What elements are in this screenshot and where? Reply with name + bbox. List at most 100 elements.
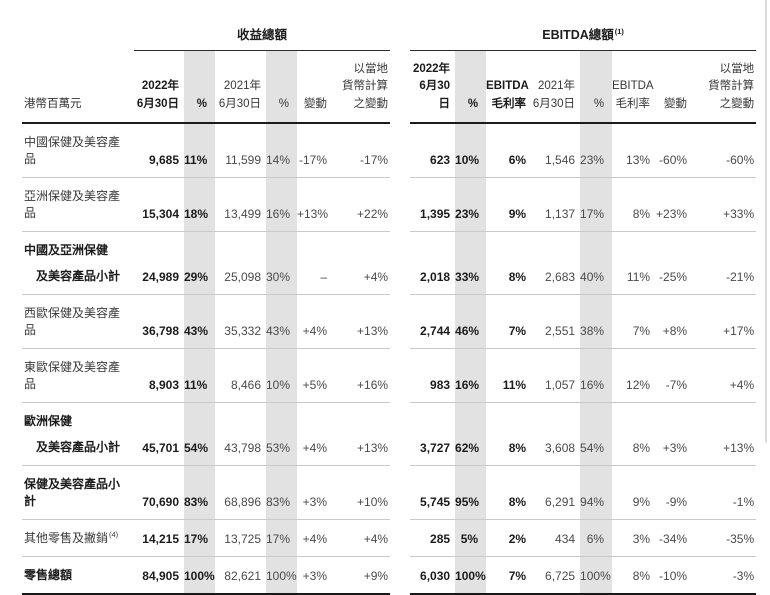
ebitda-header-pct-2022: % [455,50,487,124]
ebitda-2021-margin: 8% [612,402,656,466]
table-row: 中國及亞洲保健 及美容產品小計 24,989 29% 25,098 30% – +4% 2,01… [22,231,757,295]
revenue-change: – [297,231,332,295]
revenue-2021-pct: 16% [266,177,297,232]
footnote-ref-4: (4) [109,529,119,539]
ebitda-2022-value: 2,744 [410,294,456,349]
ebitda-header-2022: 2022年 6月30日 [410,50,456,124]
ebitda-2022-margin: 8% [486,465,532,520]
revenue-2021-pct: 100% [266,556,297,595]
revenue-2022-value: 70,690 [134,465,184,520]
revenue-2021-value: 43,798 [215,402,266,466]
ebitda-change: -10% [655,556,693,595]
ebitda-2022-pct: 5% [455,519,487,557]
ebitda-2021-margin: 8% [612,556,656,595]
ebitda-local-currency-change: +13% [692,402,757,466]
section-gap [390,294,410,348]
ebitda-change: -7% [655,348,693,403]
revenue-2022-value: 36,798 [134,294,184,349]
revenue-2022-value: 14,215 [134,519,184,557]
revenue-change: +5% [297,348,332,403]
section-gap [390,123,410,178]
revenue-2022-value: 24,989 [134,231,184,295]
rev-header-pct-2021: % [266,50,297,124]
ebitda-2021-pct: 16% [580,348,613,403]
ebitda-2021-pct: 54% [580,402,613,466]
revenue-2022-value: 15,304 [134,177,184,232]
ebitda-2021-pct: 38% [580,294,613,349]
ebitda-change: -25% [655,231,693,295]
section-gap [390,556,410,594]
revenue-2022-pct: 29% [184,231,215,295]
ebitda-2021-margin: 3% [612,519,656,557]
table-row: 歐洲保健 及美容產品小計 45,701 54% 43,798 53% +4% +13% 3,72… [22,402,757,466]
ebitda-local-currency-change: -35% [692,519,757,557]
ebitda-2021-pct: 6% [580,519,613,557]
ebitda-change: +23% [655,177,693,232]
revenue-title-text: 收益總額 [237,28,288,42]
footnote-ref-1: (1) [614,27,624,36]
table-row: 西歐保健及美容產品 36,798 43% 35,332 43% +4% +13% 2,744 4… [22,294,757,349]
ebitda-2022-pct: 23% [455,177,487,232]
ebitda-2021-value: 1,546 [531,122,581,178]
ebitda-2022-margin: 11% [486,348,532,403]
table-row: 保健及美容產品小計 70,690 83% 68,896 83% +3% +10% 5,745 9… [22,465,757,520]
table-row: 中國保健及美容產品 9,685 11% 11,599 14% -17% -17% 623 10%… [22,122,757,178]
row-label: 保健及美容產品小計 [22,465,134,520]
ebitda-header-pct-2021: % [580,50,613,124]
ebitda-2022-pct: 62% [455,402,487,466]
ebitda-2022-pct: 33% [455,231,487,295]
row-label: 西歐保健及美容產品 [22,294,134,349]
title-row-spacer [22,24,134,51]
section-gap [390,177,410,231]
revenue-2022-pct: 17% [184,519,215,557]
ebitda-2022-value: 5,745 [410,465,456,520]
revenue-2021-pct: 14% [266,122,297,178]
ebitda-2021-margin: 7% [612,294,656,349]
segment-results-table: 收益總額 EBITDA總額(1) 港幣百萬元 2022年 6月30日 % 202… [22,24,757,595]
ebitda-local-currency-change: -21% [692,231,757,295]
ebitda-2021-margin: 9% [612,465,656,520]
ebitda-2021-value: 2,551 [531,294,581,349]
section-gap [390,348,410,402]
ebitda-2022-margin: 8% [486,231,532,295]
ebitda-2021-value: 3,608 [531,402,581,466]
ebitda-2022-margin: 7% [486,556,532,595]
section-gap [390,24,410,51]
ebitda-2022-pct: 16% [455,348,487,403]
ebitda-2021-pct: 94% [580,465,613,520]
revenue-local-currency-change: -17% [332,122,391,178]
ebitda-2022-margin: 9% [486,177,532,232]
revenue-2021-value: 8,466 [215,348,266,403]
rev-header-local-currency-change: 以當地 貨幣計算 之變動 [332,50,391,124]
revenue-2021-value: 25,098 [215,231,266,295]
revenue-local-currency-change: +13% [332,294,391,349]
ebitda-2021-margin: 8% [612,177,656,232]
screenshot-edge-artifact [765,0,767,443]
revenue-2021-value: 11,599 [215,122,266,178]
ebitda-header-change: 變動 [655,50,693,124]
ebitda-2021-pct: 17% [580,177,613,232]
section-gap [390,465,410,519]
table-row: 亞洲保健及美容產品 15,304 18% 13,499 16% +13% +22% 1,395… [22,177,757,232]
ebitda-2022-value: 623 [410,122,456,178]
revenue-change: +13% [297,177,332,232]
revenue-2021-pct: 30% [266,231,297,295]
revenue-2022-value: 84,905 [134,556,184,595]
revenue-2021-value: 82,621 [215,556,266,595]
ebitda-2021-value: 6,291 [531,465,581,520]
revenue-2022-pct: 43% [184,294,215,349]
ebitda-2022-value: 3,727 [410,402,456,466]
ebitda-2022-value: 1,395 [410,177,456,232]
section-gap [390,51,410,123]
ebitda-header-2021: 2021年 6月30日 [531,50,581,124]
section-gap [390,519,410,556]
ebitda-2022-margin: 2% [486,519,532,557]
revenue-2021-value: 68,896 [215,465,266,520]
ebitda-local-currency-change: -1% [692,465,757,520]
revenue-2021-pct: 17% [266,519,297,557]
revenue-section-title: 收益總額 [134,24,391,51]
row-label: 東歐保健及美容產品 [22,348,134,403]
rev-header-pct-2022: % [184,50,215,124]
ebitda-change: +8% [655,294,693,349]
ebitda-change: -60% [655,122,693,178]
